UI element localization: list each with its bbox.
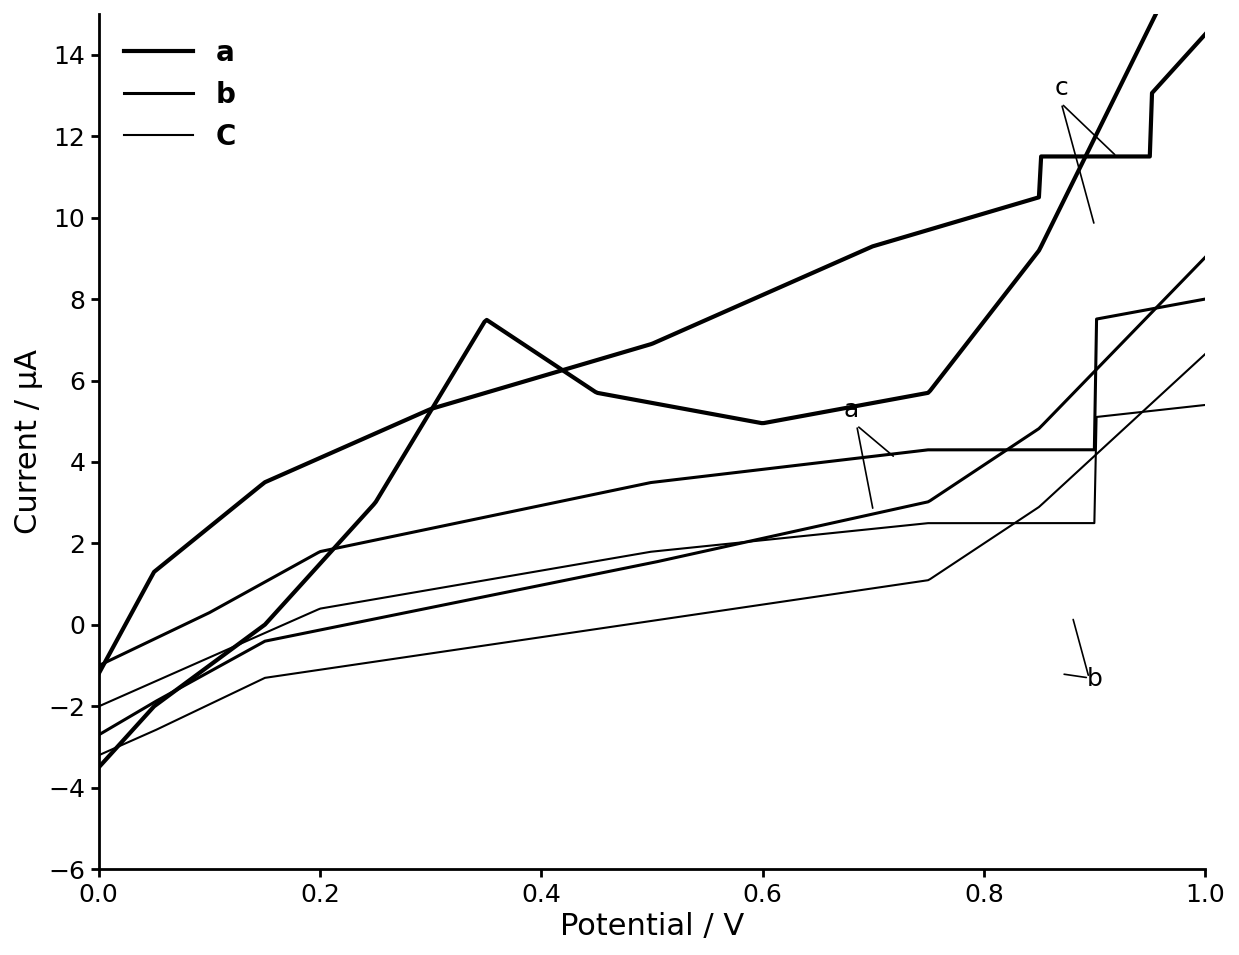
Text: a: a: [844, 398, 859, 422]
Text: c: c: [1054, 76, 1068, 100]
Legend: a, b, C: a, b, C: [113, 28, 247, 161]
Text: b: b: [1087, 667, 1103, 691]
X-axis label: Potential / V: Potential / V: [560, 912, 745, 941]
Y-axis label: Current / μA: Current / μA: [14, 350, 43, 534]
